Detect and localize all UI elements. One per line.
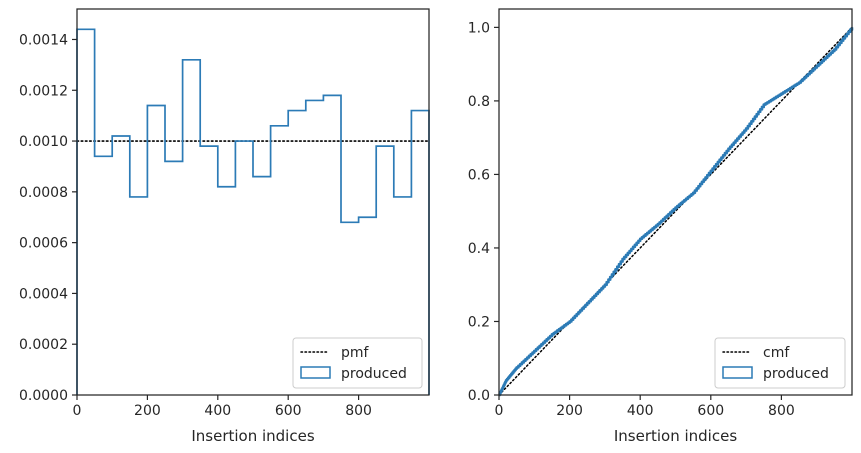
produced-point-8	[621, 258, 624, 260]
y-tick-label-1: 0.2	[468, 314, 490, 330]
x-tick-label-1: 200	[556, 403, 583, 419]
y-tick-label-0: 0.0000	[19, 388, 68, 404]
produced-point-14	[727, 147, 730, 150]
x-tick-label-4: 800	[768, 403, 795, 419]
x-axis-title: Insertion indices	[191, 427, 314, 445]
y-tick-label-7: 0.0014	[19, 32, 68, 48]
produced-cumulative-curve	[498, 27, 854, 397]
x-tick-label-0: 0	[73, 403, 82, 419]
legend-box	[714, 337, 846, 389]
legend-label-1: produced	[341, 366, 407, 382]
x-tick-label-2: 400	[204, 403, 231, 419]
produced-point-2	[515, 366, 518, 369]
y-tick-label-1: 0.0002	[19, 337, 68, 353]
produced-point-5	[568, 320, 571, 323]
y-tick-label-3: 0.0006	[19, 236, 68, 252]
legend-box-swatch	[722, 366, 753, 379]
produced-point-7	[604, 283, 606, 286]
produced-point-10	[657, 223, 659, 225]
produced-point-17	[780, 92, 783, 95]
produced-point-18	[798, 81, 800, 84]
produced-point-19	[815, 65, 818, 67]
produced-point-6	[586, 302, 589, 304]
x-axis-title: Insertion indices	[614, 427, 737, 445]
produced-point-15	[745, 127, 747, 130]
y-tick-label-5: 0.0010	[19, 134, 68, 150]
produced-step-histogram	[76, 28, 430, 395]
produced-point-3	[533, 350, 536, 352]
y-tick-label-0: 0.0	[468, 388, 490, 404]
y-tick-label-6: 0.0012	[19, 83, 68, 99]
produced-point-11	[674, 206, 677, 209]
cmf-line-panel: 0 200 400 600 800 0.0 0.2 0.4 0.6 0.8 1.0 Insertion…	[468, 8, 854, 445]
plot-frame	[76, 8, 430, 396]
x-tick-label-3: 600	[275, 403, 302, 419]
x-tick-label-3: 600	[697, 403, 724, 419]
produced-point-9	[639, 237, 641, 240]
pmf-histogram-panel: 0 200 400 600 800 0.0000 0.0002 0.0004 0.0006 0.0…	[19, 8, 430, 445]
produced-point-1	[505, 379, 507, 382]
legend-label-0: pmf	[341, 345, 370, 361]
x-tick-label-4: 800	[345, 403, 372, 419]
produced-point-12	[692, 192, 694, 194]
cmf-reference-line	[498, 26, 853, 396]
x-tick-label-0: 0	[495, 403, 504, 419]
y-tick-label-5: 1.0	[468, 20, 490, 36]
y-tick-label-2: 0.4	[468, 241, 490, 257]
x-tick-label-1: 200	[134, 403, 161, 419]
legend-box	[292, 337, 423, 389]
y-tick-label-4: 0.8	[468, 94, 490, 110]
y-tick-label-3: 0.6	[468, 167, 490, 183]
legend-label-1: produced	[763, 366, 829, 382]
plot-frame	[498, 8, 853, 396]
produced-point-4	[551, 333, 553, 336]
produced-point-16	[762, 103, 765, 106]
y-tick-label-4: 0.0008	[19, 185, 68, 201]
produced-point-20	[833, 48, 836, 51]
legend-box-swatch	[300, 366, 331, 379]
legend-label-0: cmf	[763, 345, 790, 361]
y-tick-label-2: 0.0004	[19, 286, 68, 302]
x-tick-label-2: 400	[627, 403, 654, 419]
produced-point-13	[710, 169, 712, 172]
